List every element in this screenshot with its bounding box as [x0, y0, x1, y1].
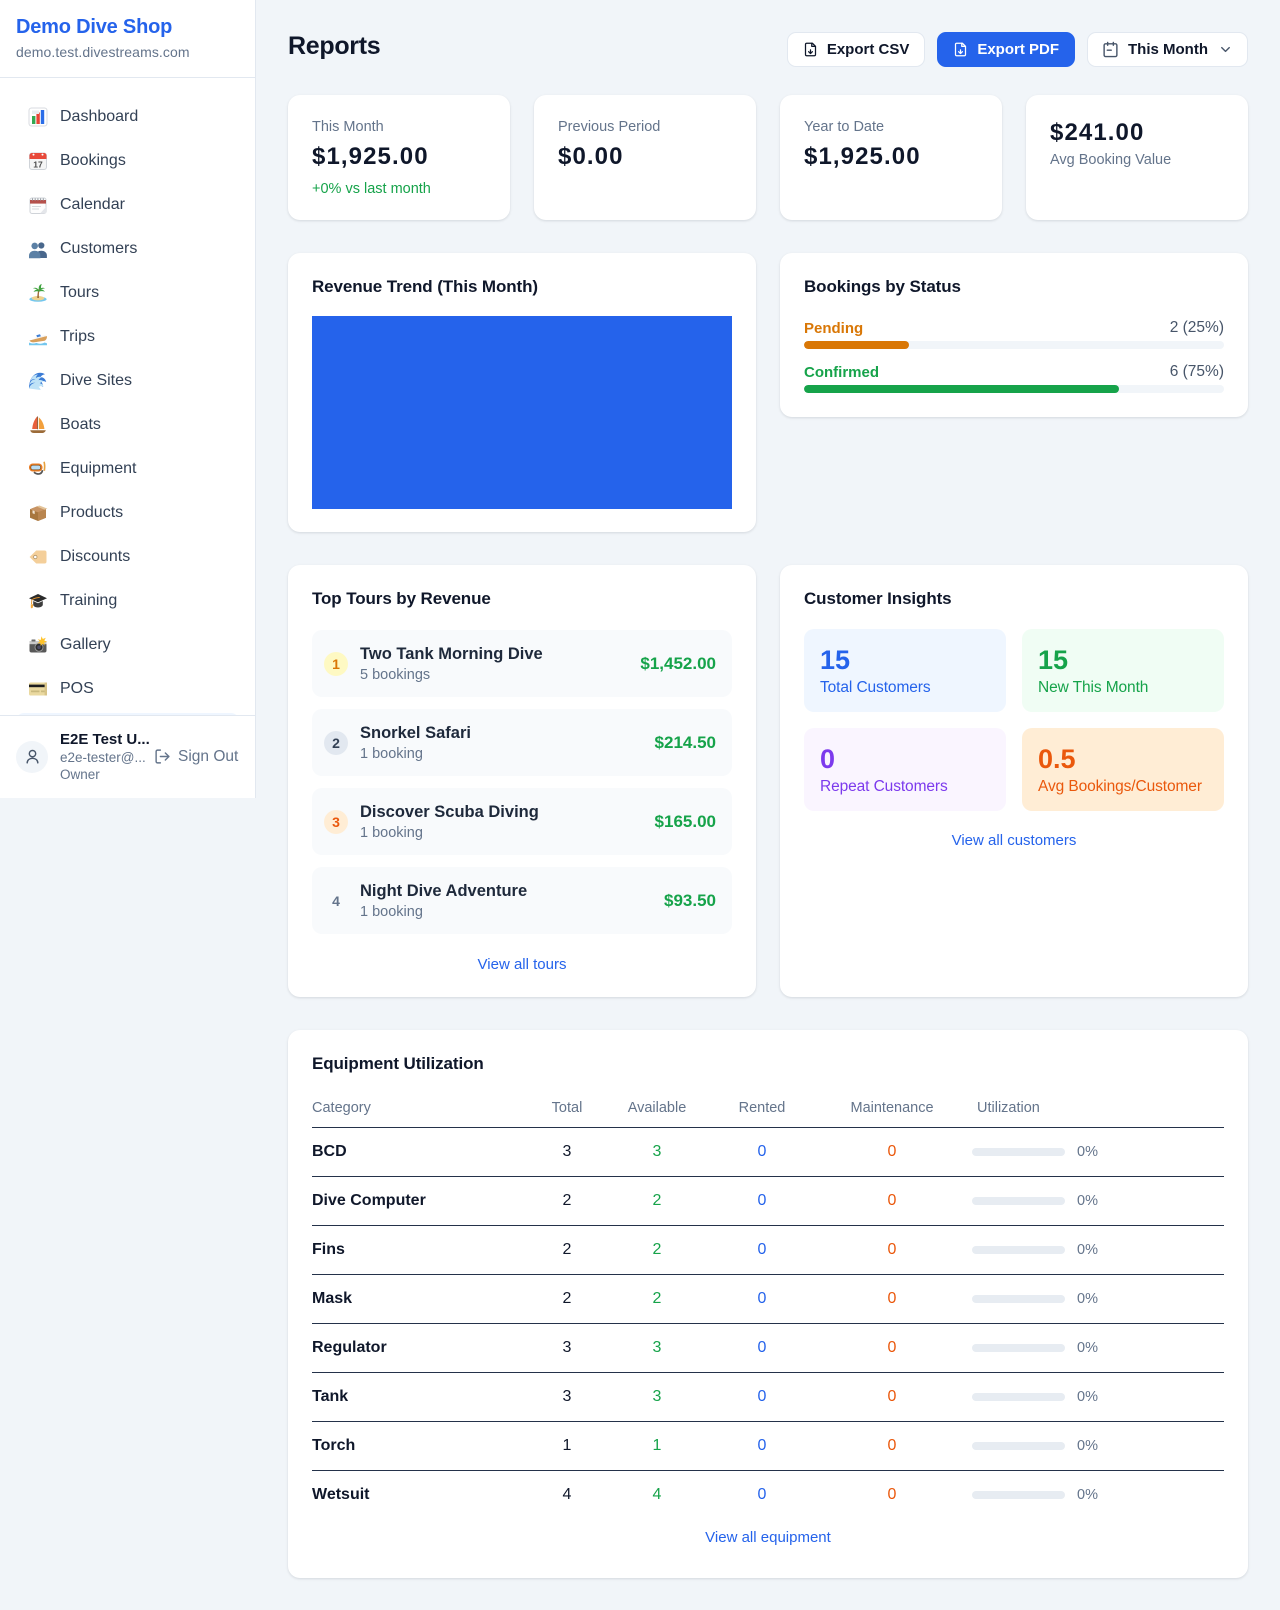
svg-text:17: 17: [33, 159, 43, 169]
